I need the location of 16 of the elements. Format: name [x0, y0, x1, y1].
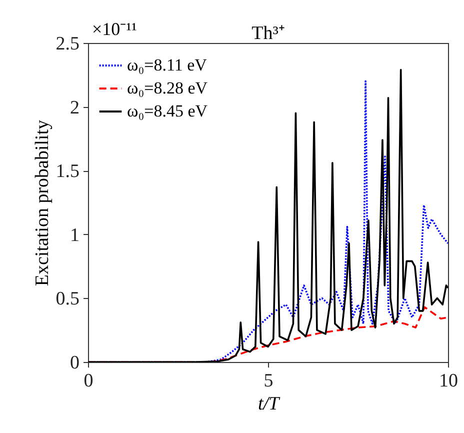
- chart-title: Th³⁺: [252, 23, 284, 44]
- y-tick-label: 0: [70, 352, 80, 374]
- legend-label: ω₀=8.45 eV: [127, 102, 208, 120]
- y-tick-label: 1.5: [56, 161, 80, 182]
- y-tick-label: 0.5: [56, 288, 80, 310]
- y-axis-title: Excitation probability: [32, 119, 53, 286]
- x-tick-label: 5: [264, 370, 274, 392]
- text: ×10⁻¹¹: [92, 19, 137, 39]
- x-axis-title: t/T: [258, 394, 280, 414]
- x-tick-label: 0: [84, 370, 94, 392]
- y-tick-label: 2: [70, 97, 80, 118]
- y-tick-label: 2.5: [56, 34, 80, 54]
- x-tick-label: 10: [439, 370, 458, 392]
- y-tick-label: 1: [70, 224, 80, 246]
- legend-label: ω₀=8.11 eV: [127, 56, 208, 74]
- legend-label: ω₀=8.28 eV: [127, 78, 208, 98]
